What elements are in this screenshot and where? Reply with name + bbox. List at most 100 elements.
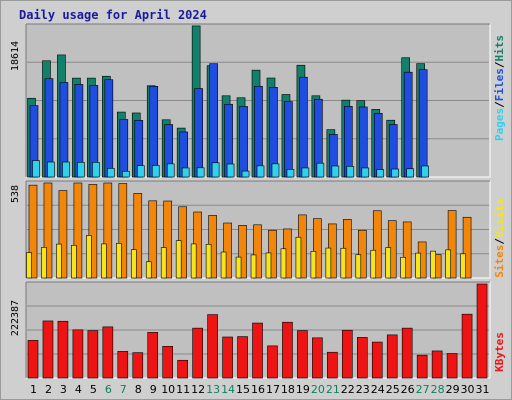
kbytes-bar [252, 322, 263, 379]
legend-entry: / [493, 101, 506, 108]
sites-bar [310, 251, 317, 279]
visits-bar [223, 222, 232, 279]
visits-bar [447, 210, 457, 279]
legend-entry: Pages [493, 108, 506, 141]
visits-bar [58, 190, 68, 279]
pages-bar [211, 162, 220, 178]
legend-entry: KBytes [493, 332, 506, 372]
x-tick-label: 21 [326, 383, 340, 396]
sites-bar [430, 250, 436, 279]
pages-bar [391, 168, 400, 178]
sites-bar [220, 251, 227, 279]
x-tick-label: 9 [150, 383, 157, 396]
kbytes-bar [297, 330, 308, 379]
x-tick-label: 11 [176, 383, 190, 396]
kbytes-bar [416, 354, 428, 379]
pages-bar [181, 167, 190, 178]
sites-bar [41, 247, 47, 279]
x-tick-label: 3 [60, 383, 67, 396]
sites-bar [415, 252, 421, 279]
pages-bar [256, 165, 265, 178]
kbytes-bar [431, 350, 443, 379]
files-bar [104, 79, 114, 178]
pages-bar [122, 170, 130, 178]
chart-title: Daily usage for April 2024 [19, 8, 207, 22]
pages-bar [92, 162, 100, 178]
x-tick-label: 29 [446, 383, 460, 396]
y-max-label: 222387 [10, 300, 21, 336]
sites-bar [325, 247, 332, 279]
files-bar [254, 85, 263, 178]
pages-bar [331, 165, 340, 178]
sites-bar [235, 256, 242, 279]
sites-bar [71, 245, 77, 279]
pages-bar [62, 161, 70, 178]
kbytes-bar [72, 329, 84, 379]
x-tick-label: 13 [206, 383, 220, 396]
legend-2: KBytes [493, 332, 506, 372]
sites-bar [400, 256, 406, 279]
pages-bar [166, 163, 175, 178]
sites-bar [445, 249, 451, 279]
pages-bar [421, 165, 429, 178]
legend-entry: Files [493, 68, 506, 101]
pages-bar [241, 170, 250, 178]
sites-bar [385, 247, 392, 279]
y-max-label: 538 [10, 185, 21, 203]
kbytes-bar [476, 283, 488, 379]
files-bar [403, 71, 413, 178]
sites-bar [101, 243, 107, 279]
x-tick-label: 16 [251, 383, 265, 396]
kbytes-bar [356, 337, 368, 379]
x-tick-label: 28 [431, 383, 445, 396]
visits-bar [313, 218, 322, 279]
kbytes-bar [177, 359, 188, 379]
x-tick-label: 5 [90, 383, 97, 396]
kbytes-bar [237, 336, 248, 379]
legend-entry: / [493, 61, 506, 68]
legend-0: Pages/Files/Hits [493, 35, 506, 141]
pages-bar [196, 167, 205, 178]
x-tick-label: 1 [30, 383, 37, 396]
pages-bar [376, 169, 385, 178]
x-tick-label: 22 [341, 383, 355, 396]
visits-bar [103, 182, 113, 279]
sites-bar [355, 254, 362, 279]
files-bar [149, 86, 159, 178]
legend-entry: Hits [493, 35, 506, 62]
x-tick-label: 18 [281, 383, 295, 396]
y-max-label: 18614 [10, 41, 21, 71]
kbytes-bar [27, 340, 39, 379]
kbytes-bar [57, 320, 69, 379]
kbytes-bar [461, 313, 473, 379]
x-tick-label: 10 [161, 383, 175, 396]
x-tick-label: 20 [311, 383, 325, 396]
visits-bar [163, 200, 173, 279]
visits-bar [118, 183, 128, 279]
x-tick-label: 31 [476, 383, 490, 396]
kbytes-bar [327, 351, 338, 379]
kbytes-bar [267, 345, 278, 379]
visits-bar [148, 200, 158, 279]
kbytes-bar [401, 327, 413, 379]
sites-bar [280, 248, 287, 279]
files-bar [269, 87, 278, 178]
kbytes-bar [42, 320, 54, 379]
kbytes-bar [282, 321, 293, 379]
visits-bar [253, 224, 262, 279]
pages-bar [136, 165, 145, 178]
visits-bar [133, 193, 143, 279]
sites-bar [86, 235, 92, 279]
kbytes-bar [207, 314, 218, 379]
sites-bar [56, 243, 62, 279]
kbytes-bar [162, 345, 174, 379]
files-bar [358, 106, 368, 178]
files-bar [299, 76, 308, 178]
x-tick-label: 15 [236, 383, 250, 396]
visits-bar [357, 229, 367, 279]
x-tick-label: 2 [45, 383, 52, 396]
legend-entry: Sites [493, 245, 506, 278]
kbytes-bar [102, 326, 114, 379]
pages-bar [361, 167, 370, 178]
visits-bar [372, 210, 382, 279]
